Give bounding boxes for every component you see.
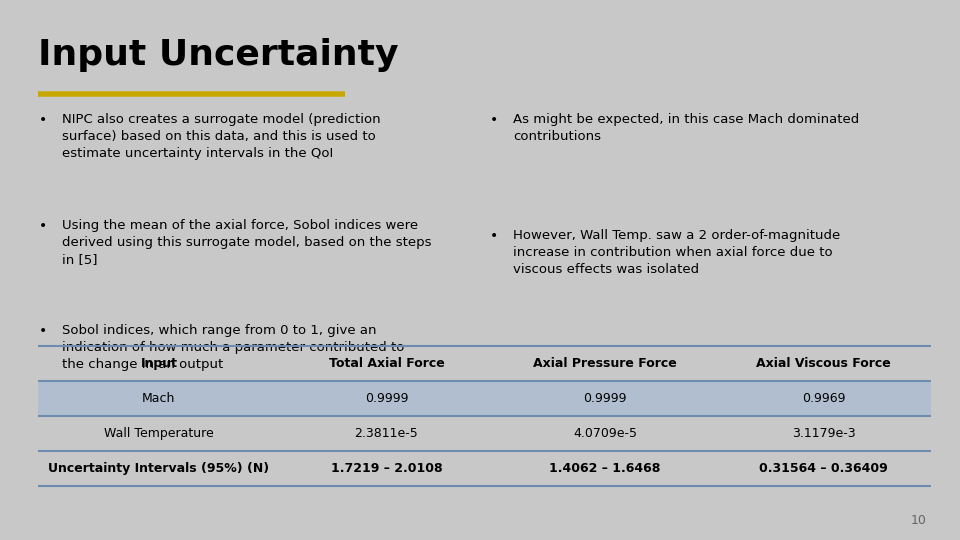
Text: •: • (490, 230, 497, 244)
Text: However, Wall Temp. saw a 2 order-of-magnitude
increase in contribution when axi: However, Wall Temp. saw a 2 order-of-mag… (514, 230, 841, 276)
Text: •: • (490, 113, 497, 127)
Bar (38, 381, 931, 416)
Text: 0.9999: 0.9999 (365, 392, 408, 405)
Text: 10: 10 (910, 514, 926, 526)
Text: Axial Pressure Force: Axial Pressure Force (533, 356, 677, 370)
Text: Wall Temperature: Wall Temperature (104, 427, 214, 440)
Text: •: • (38, 324, 47, 338)
Text: Sobol indices, which range from 0 to 1, give an
indication of how much a paramet: Sobol indices, which range from 0 to 1, … (62, 324, 405, 371)
Text: •: • (38, 219, 47, 233)
Text: Total Axial Force: Total Axial Force (328, 356, 444, 370)
Text: Mach: Mach (142, 392, 176, 405)
Text: As might be expected, in this case Mach dominated
contributions: As might be expected, in this case Mach … (514, 113, 860, 144)
Text: 1.4062 – 1.6468: 1.4062 – 1.6468 (549, 462, 660, 475)
Text: 0.31564 – 0.36409: 0.31564 – 0.36409 (759, 462, 888, 475)
Text: 0.9999: 0.9999 (584, 392, 627, 405)
Text: Using the mean of the axial force, Sobol indices were
derived using this surroga: Using the mean of the axial force, Sobol… (62, 219, 432, 266)
Text: Input Uncertainty: Input Uncertainty (38, 38, 399, 72)
Bar (38, 416, 931, 451)
Text: 3.1179e-3: 3.1179e-3 (792, 427, 855, 440)
Text: 1.7219 – 2.0108: 1.7219 – 2.0108 (330, 462, 443, 475)
Text: NIPC also creates a surrogate model (prediction
surface) based on this data, and: NIPC also creates a surrogate model (pre… (62, 113, 381, 160)
Text: 4.0709e-5: 4.0709e-5 (573, 427, 637, 440)
Bar (38, 451, 931, 486)
Text: Input: Input (140, 356, 178, 370)
Text: Axial Viscous Force: Axial Viscous Force (756, 356, 891, 370)
Text: 2.3811e-5: 2.3811e-5 (354, 427, 419, 440)
Text: 0.9969: 0.9969 (802, 392, 846, 405)
Text: Uncertainty Intervals (95%) (N): Uncertainty Intervals (95%) (N) (48, 462, 270, 475)
Text: •: • (38, 113, 47, 127)
